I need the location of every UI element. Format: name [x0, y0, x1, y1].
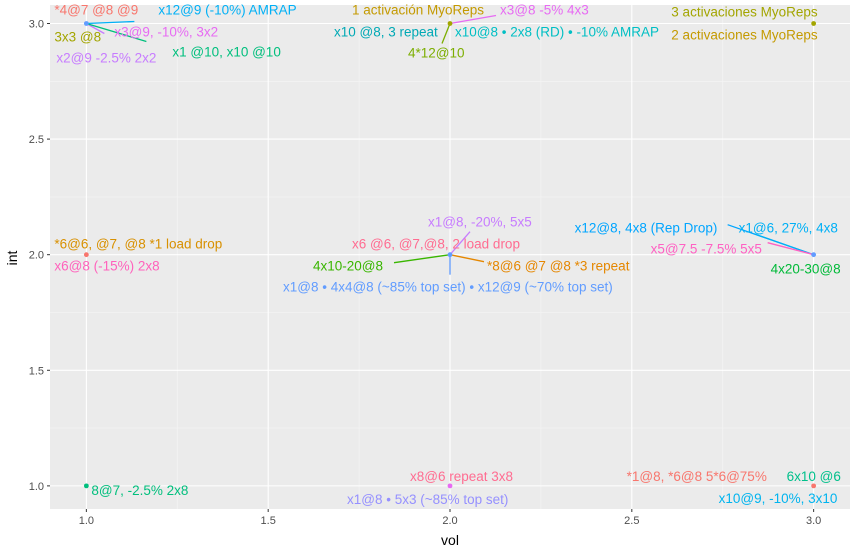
data-label: x1 @10, x10 @10 — [172, 44, 280, 59]
label-connector — [86, 20, 135, 25]
x-tick-label: 1.5 — [261, 515, 276, 527]
data-point — [811, 21, 817, 26]
data-label: 4x10-20@8 — [313, 259, 383, 274]
data-label: *4@7 @8 @9 — [54, 2, 138, 17]
data-label: x1@8 • 4x4@8 (~85% top set) • x12@9 (~70… — [283, 280, 613, 295]
x-tick-label: 3.0 — [806, 515, 821, 527]
data-label: 3 activaciones MyoReps — [671, 4, 818, 19]
x-tick-label: 1.0 — [79, 515, 94, 527]
data-label: x5@7.5 -7.5% 5x5 — [651, 242, 762, 257]
label-connector — [753, 233, 814, 256]
data-point — [811, 252, 817, 258]
data-label: x6 @6, @7,@8, 2 load drop — [352, 237, 520, 252]
label-connector — [449, 254, 485, 263]
x-tick-label: 2.5 — [624, 515, 639, 527]
y-tick-label: 3.0 — [29, 18, 44, 30]
x-axis-title: vol — [441, 532, 459, 548]
label-connector — [449, 14, 497, 25]
data-label: 1 activación MyoReps — [352, 2, 484, 17]
label-connector — [449, 231, 471, 256]
data-point — [447, 483, 453, 489]
data-point — [83, 252, 89, 258]
data-labels: *4@7 @8 @9 x12@9 (-10%) AMRAP 3x3 @8 x3@9, … — [54, 2, 841, 506]
label-connector — [86, 22, 147, 43]
data-point — [811, 483, 817, 489]
data-point — [83, 483, 89, 489]
label-connector — [86, 22, 105, 35]
data-label: 4*12@10 — [408, 45, 465, 60]
y-tick-label: 2.5 — [29, 134, 44, 146]
data-label: x10@8 • 2x8 (RD) • -10% AMRAP — [455, 24, 659, 39]
x-axis: 1.0 1.5 2.0 2.5 3.0 — [79, 509, 821, 527]
label-connector — [441, 23, 451, 44]
data-label: x1@8, -20%, 5x5 — [428, 215, 532, 230]
data-label: 4x20-30@8 — [771, 262, 841, 277]
label-connector — [393, 254, 451, 264]
data-label: *1@8, *6@8 5*6@75% — [627, 469, 767, 484]
data-label: x6@8 (-15%) 2x8 — [54, 259, 159, 274]
y-axis: 1.0 1.5 2.0 2.5 3.0 — [29, 18, 50, 493]
label-connectors — [86, 14, 814, 275]
data-label: x12@8, 4x8 (Rep Drop) — [575, 221, 718, 236]
data-label: 2 activaciones MyoReps — [671, 27, 818, 42]
y-axis-title: int — [4, 251, 20, 266]
label-connector — [767, 242, 814, 256]
data-points — [83, 21, 817, 489]
data-label: x12@9 (-10%) AMRAP — [158, 2, 296, 17]
data-label: 3x3 @8 — [54, 29, 101, 44]
y-tick-label: 1.0 — [29, 481, 44, 493]
y-tick-label: 2.0 — [29, 250, 44, 262]
data-label: x1@6, 27%, 4x8 — [739, 221, 838, 236]
x-tick-label: 2.0 — [442, 515, 457, 527]
data-point — [447, 252, 453, 258]
data-point — [83, 21, 89, 26]
data-label: x1@8 • 5x3 (~85% top set) — [347, 492, 508, 507]
data-label: x3@8 -5% 4x3 — [500, 2, 589, 17]
data-label: x3@9, -10%, 3x2 — [114, 24, 218, 39]
y-tick-label: 1.5 — [29, 365, 44, 377]
data-label: x10@9, -10%, 3x10 — [719, 491, 838, 506]
data-label: x8@6 repeat 3x8 — [410, 469, 513, 484]
data-label: 8@7, -2.5% 2x8 — [91, 483, 188, 498]
data-label: *6@6, @7, @8 *1 load drop — [54, 237, 222, 252]
data-label: x2@9 -2.5% 2x2 — [56, 50, 156, 65]
data-label: *8@6 @7 @8 *3 repeat — [487, 259, 630, 274]
data-point — [447, 21, 453, 26]
data-label: 6x10 @6 — [787, 469, 841, 484]
data-label: x10 @8, 3 repeat — [334, 24, 438, 39]
